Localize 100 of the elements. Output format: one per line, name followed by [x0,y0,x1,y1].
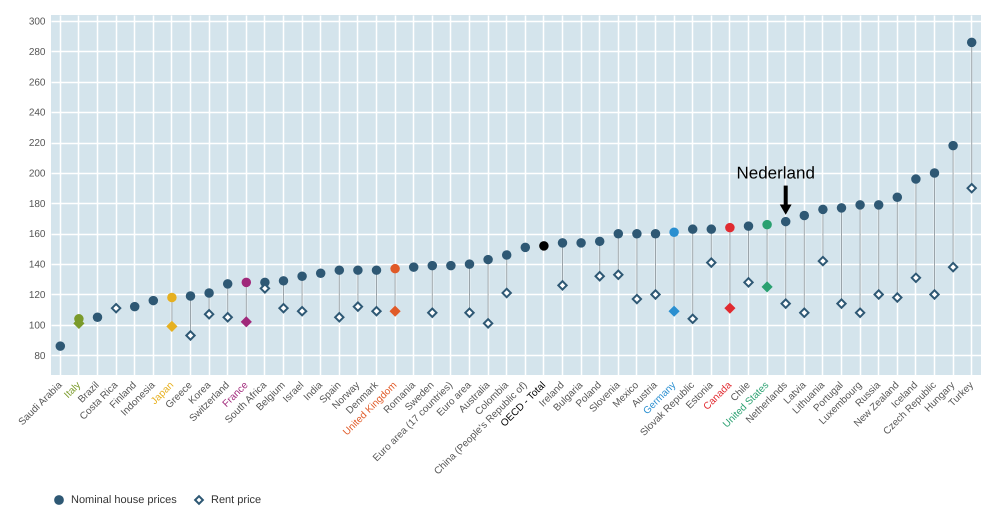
y-tick-label: 160 [28,229,46,240]
annotation: Nederland [736,164,815,183]
point [482,318,494,329]
point [371,306,382,316]
y-tick-label: 140 [28,260,46,271]
y-tick-label: 300 [28,16,46,28]
point [874,289,884,300]
point [390,306,400,316]
point [929,289,940,300]
point [614,229,624,238]
point [464,259,474,269]
point [632,294,642,304]
point [800,210,810,220]
legend-label: Rent price [211,494,262,506]
point [688,314,698,324]
point [372,265,382,275]
point [799,308,810,318]
point [297,272,307,281]
point [130,302,140,312]
point [428,260,438,270]
point [668,306,680,316]
point [148,296,158,306]
point [316,268,326,278]
point [706,257,716,268]
point [744,221,754,231]
point [892,292,902,303]
point [167,292,177,302]
point [222,312,233,322]
point [390,264,400,274]
point [780,298,791,309]
point [669,227,679,237]
point [446,260,456,270]
point [353,265,363,275]
point [92,312,102,322]
y-tick-label: 280 [28,46,46,58]
point [502,288,512,298]
point [836,203,846,213]
point [948,140,958,150]
legend-label: Nominal house prices [71,494,178,506]
y-tick-label: 200 [28,168,46,180]
point [743,277,754,288]
point [911,174,921,184]
point [594,236,604,246]
point [948,262,958,272]
y-tick-label: 260 [28,77,46,88]
point [966,182,977,194]
point [352,301,364,312]
point [222,279,232,289]
point [334,265,344,275]
point [56,341,66,351]
y-tick-label: 240 [28,108,46,119]
point [966,38,976,48]
point [520,242,530,252]
point [539,241,549,251]
point [910,272,922,283]
point [576,238,586,248]
point [650,289,661,300]
point [650,229,660,238]
point [278,276,288,286]
point [241,316,252,328]
point [558,238,568,248]
point [724,302,736,314]
point [780,216,790,226]
point [762,282,772,292]
point [166,321,178,332]
point [632,229,642,238]
point [818,256,828,266]
point [110,302,122,314]
point [762,220,772,230]
point [502,250,512,260]
point [296,306,308,316]
y-tick-label: 120 [28,290,46,301]
point [334,312,344,322]
point [427,308,438,318]
point [688,224,698,234]
point [464,308,475,318]
point [818,204,828,214]
point [242,278,252,288]
point [557,280,568,291]
point [483,254,493,264]
point [874,200,884,210]
point [892,192,902,202]
y-tick-label: 80 [34,350,46,362]
point [186,291,196,301]
point [836,298,847,309]
point [408,262,418,272]
point [594,271,605,282]
point [706,224,716,234]
y-tick-label: 180 [28,198,46,210]
point [854,308,866,318]
y-tick-label: 220 [28,138,46,150]
point [930,168,940,178]
point [204,288,214,298]
point [725,222,735,232]
point [204,309,214,320]
y-tick-label: 100 [28,320,46,332]
point [613,270,624,280]
point [278,302,289,314]
point [185,330,196,341]
point [855,200,865,210]
